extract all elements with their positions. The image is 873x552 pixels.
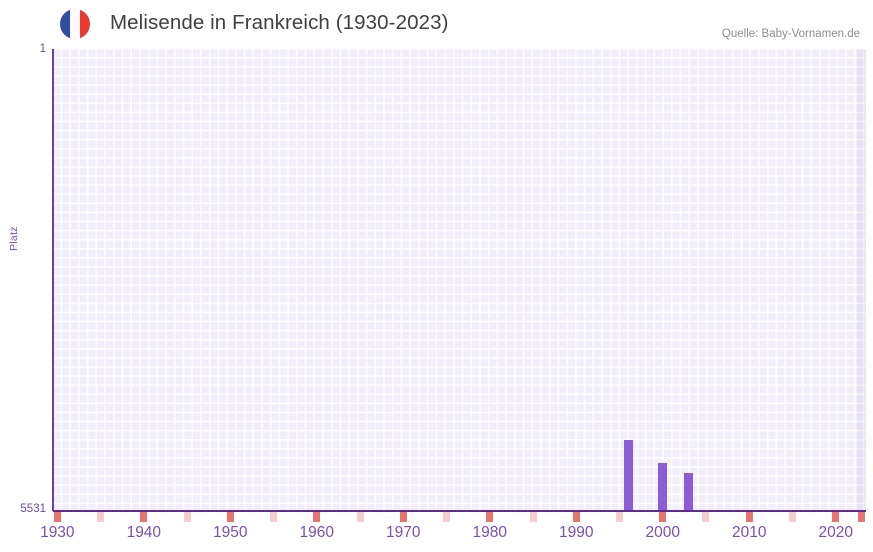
x-tick-minor bbox=[443, 512, 451, 522]
y-axis-bottom-label: 5531 bbox=[20, 503, 46, 515]
x-tick-minor bbox=[788, 512, 796, 522]
x-tick-major bbox=[572, 512, 580, 522]
x-tick-minor bbox=[97, 512, 105, 522]
x-tick-major bbox=[659, 512, 667, 522]
x-axis-label: 1960 bbox=[299, 524, 335, 541]
chart-header: Melisende in Frankreich (1930-2023) Quel… bbox=[0, 0, 873, 44]
bar bbox=[623, 440, 633, 511]
x-axis-label: 1980 bbox=[472, 524, 508, 541]
x-axis-label: 1990 bbox=[559, 524, 594, 541]
x-axis-label: 1970 bbox=[386, 524, 421, 541]
x-tick-minor bbox=[183, 512, 191, 522]
france-flag-icon bbox=[60, 9, 90, 39]
bar bbox=[658, 463, 668, 511]
bar-series bbox=[53, 49, 866, 511]
x-tick-major bbox=[313, 512, 321, 522]
x-tick-minor bbox=[356, 512, 364, 522]
x-tick-major bbox=[226, 512, 234, 522]
x-axis-label: 1930 bbox=[40, 524, 75, 541]
x-tick-major bbox=[399, 512, 407, 522]
x-tick-major bbox=[832, 512, 840, 522]
flag-stripe-white bbox=[69, 9, 80, 39]
y-axis-title: Platz bbox=[8, 226, 20, 251]
chart-title: Melisende in Frankreich (1930-2023) bbox=[110, 11, 449, 34]
x-tick-minor bbox=[702, 512, 710, 522]
x-tick-minor bbox=[616, 512, 623, 522]
x-tick-minor bbox=[529, 512, 537, 522]
x-axis-label: 2010 bbox=[731, 524, 767, 541]
y-axis-line bbox=[52, 49, 54, 511]
x-tick-major bbox=[140, 512, 148, 522]
x-axis-label: 1940 bbox=[126, 524, 162, 541]
x-axis-label: 2000 bbox=[645, 524, 680, 541]
x-tick-major bbox=[745, 512, 753, 522]
x-axis-tick-marks bbox=[53, 512, 866, 522]
y-axis-top-label: 1 bbox=[39, 43, 46, 55]
grid-lines bbox=[53, 49, 866, 511]
x-tick-major bbox=[53, 512, 61, 522]
x-axis-label: 1950 bbox=[213, 524, 248, 541]
flag-stripe-blue bbox=[60, 9, 70, 39]
x-axis-tick-labels: 1930 1940 1950 1960 1970 1980 1990 2000 2010 2020 bbox=[0, 524, 873, 548]
x-tick-minor bbox=[270, 512, 278, 522]
x-tick-major bbox=[858, 512, 866, 522]
x-axis-line bbox=[53, 510, 866, 512]
bar bbox=[684, 473, 694, 511]
x-axis-label: 2020 bbox=[818, 524, 853, 541]
plot-area bbox=[53, 49, 866, 511]
source-credit: Quelle: Baby-Vornamen.de bbox=[721, 28, 860, 40]
flag-stripe-red bbox=[79, 9, 90, 39]
x-tick-major bbox=[486, 512, 494, 522]
